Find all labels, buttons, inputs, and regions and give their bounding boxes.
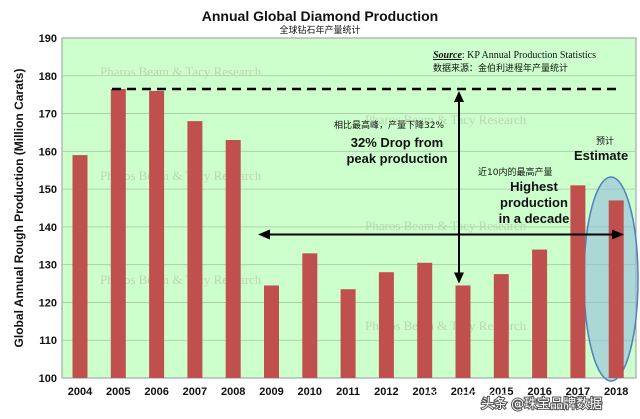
drop-annotation-line1: 32% Drop from	[351, 135, 443, 150]
x-tick-label: 2006	[144, 386, 168, 398]
source-text: Source: KP Annual Production Statistics	[433, 50, 596, 61]
watermark: Pharos Beam & Tacy Research	[100, 272, 262, 287]
x-tick-label: 2016	[527, 386, 551, 398]
bar-2004	[72, 155, 88, 378]
x-axis-ticks: 2004 2005 2006 2007 2008 2009 2010 2011 2012 2013…	[68, 386, 629, 398]
y-tick-label: 100	[39, 373, 57, 385]
y-tick-label: 190	[39, 33, 57, 45]
x-tick-label: 2011	[336, 386, 360, 398]
drop-annotation-cn: 相比最高峰，产量下降32%	[334, 119, 444, 131]
y-axis-label: Global Annual Rough Production (Million …	[12, 69, 26, 348]
bar-2016	[532, 249, 548, 378]
bar-2018	[608, 200, 624, 378]
y-tick-label: 160	[39, 146, 57, 158]
source-cn: 数据来源：金伯利进程年产量统计	[433, 62, 568, 74]
bar-2014	[455, 285, 471, 378]
drop-annotation-line2: peak production	[346, 151, 447, 166]
high-annotation-line3: in a decade	[499, 211, 570, 226]
watermark: Pharos Beam & Tacy Research	[365, 318, 527, 333]
x-tick-label: 2010	[298, 386, 322, 398]
bar-2013	[417, 262, 433, 378]
x-tick-label: 2015	[489, 386, 513, 398]
y-tick-label: 170	[39, 109, 57, 121]
bar-2015	[493, 274, 509, 378]
x-tick-label: 2014	[451, 386, 476, 398]
estimate-cn: 预计	[596, 135, 614, 147]
x-tick-label: 2018	[604, 386, 628, 398]
bar-2006	[149, 90, 165, 378]
high-annotation-line2: production	[500, 195, 568, 210]
bar-2008	[225, 140, 241, 378]
bar-2011	[340, 289, 356, 378]
y-tick-label: 120	[39, 297, 57, 309]
watermark: Pharos Beam & Tacy Research	[100, 168, 262, 183]
watermark: Pharos Beam & Tacy Research	[365, 218, 527, 233]
bar-2017	[570, 185, 586, 378]
watermark: Pharos Beam & Tacy Research	[100, 64, 262, 79]
arrow-head-top	[454, 91, 464, 102]
x-tick-label: 2008	[221, 386, 245, 398]
x-tick-label: 2017	[566, 386, 590, 398]
bar-2012	[378, 272, 394, 378]
y-tick-label: 140	[39, 222, 57, 234]
x-tick-label: 2007	[183, 386, 207, 398]
bar-2005	[110, 89, 126, 378]
arrow-head-left	[258, 229, 270, 240]
chart-title: Annual Global Diamond Production	[202, 8, 438, 24]
high-annotation-line1: Highest	[510, 179, 558, 194]
x-tick-label: 2013	[412, 386, 436, 398]
bar-2009	[264, 285, 279, 378]
arrow-head-bottom	[454, 272, 464, 284]
high-annotation-cn: 近10内的最高产量	[478, 166, 552, 178]
x-tick-label: 2004	[68, 386, 93, 398]
y-tick-label: 110	[39, 335, 57, 347]
y-tick-label: 150	[39, 184, 57, 196]
x-tick-label: 2005	[106, 386, 130, 398]
y-axis-ticks: 100 110 120 130 140 150 160 170 180 190	[39, 33, 57, 385]
arrow-head-right	[612, 229, 624, 240]
bar-2007	[187, 121, 203, 378]
watermark: Pharos Beam & Tacy Research	[365, 112, 527, 127]
x-tick-label: 2012	[374, 386, 398, 398]
x-tick-label: 2009	[259, 386, 283, 398]
estimate-label: Estimate	[574, 148, 628, 163]
y-tick-label: 180	[39, 71, 57, 83]
bar-2010	[302, 253, 318, 378]
y-tick-label: 130	[39, 260, 57, 272]
bars	[72, 89, 624, 378]
chart-subtitle: 全球钻石年产量统计	[279, 24, 360, 36]
footer-zhihu: 知乎 @Sasha	[427, 389, 509, 405]
footer-brand: 头条 @珠宝品牌数据	[481, 396, 602, 412]
